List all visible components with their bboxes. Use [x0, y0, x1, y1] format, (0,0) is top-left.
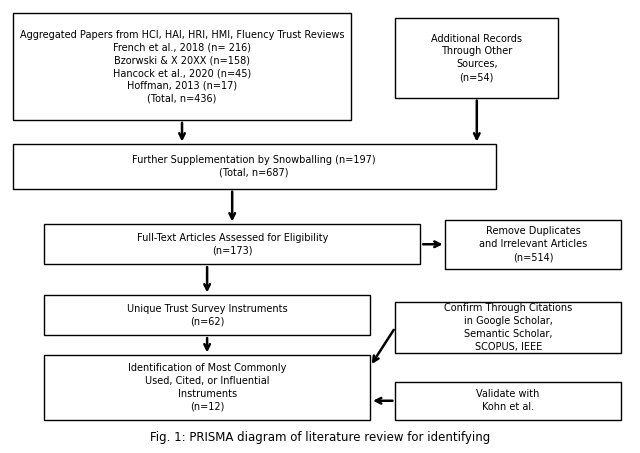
Text: Aggregated Papers from HCI, HAI, HRI, HMI, Fluency Trust Reviews
French et al., : Aggregated Papers from HCI, HAI, HRI, HM… — [20, 30, 344, 104]
Text: Identification of Most Commonly
Used, Cited, or Influential
Instruments
(n=12): Identification of Most Commonly Used, Ci… — [128, 363, 286, 412]
FancyBboxPatch shape — [396, 18, 558, 98]
Text: Further Supplementation by Snowballing (n=197)
(Total, n=687): Further Supplementation by Snowballing (… — [132, 155, 376, 178]
FancyBboxPatch shape — [396, 302, 621, 353]
Text: Fig. 1: PRISMA diagram of literature review for identifying: Fig. 1: PRISMA diagram of literature rev… — [150, 431, 490, 444]
Text: Confirm Through Citations
in Google Scholar,
Semantic Scholar,
SCOPUS, IEEE: Confirm Through Citations in Google Scho… — [444, 304, 572, 352]
FancyBboxPatch shape — [44, 224, 420, 264]
Text: Unique Trust Survey Instruments
(n=62): Unique Trust Survey Instruments (n=62) — [127, 304, 287, 327]
Text: Additional Records
Through Other
Sources,
(n=54): Additional Records Through Other Sources… — [431, 34, 522, 82]
FancyBboxPatch shape — [445, 220, 621, 269]
FancyBboxPatch shape — [44, 295, 370, 335]
Text: Full-Text Articles Assessed for Eligibility
(n=173): Full-Text Articles Assessed for Eligibil… — [136, 233, 328, 255]
Text: Remove Duplicates
and Irrelevant Articles
(n=514): Remove Duplicates and Irrelevant Article… — [479, 226, 588, 262]
FancyBboxPatch shape — [13, 14, 351, 120]
FancyBboxPatch shape — [13, 145, 495, 189]
Text: Validate with
Kohn et al.: Validate with Kohn et al. — [476, 389, 540, 412]
FancyBboxPatch shape — [44, 355, 370, 419]
FancyBboxPatch shape — [396, 382, 621, 419]
